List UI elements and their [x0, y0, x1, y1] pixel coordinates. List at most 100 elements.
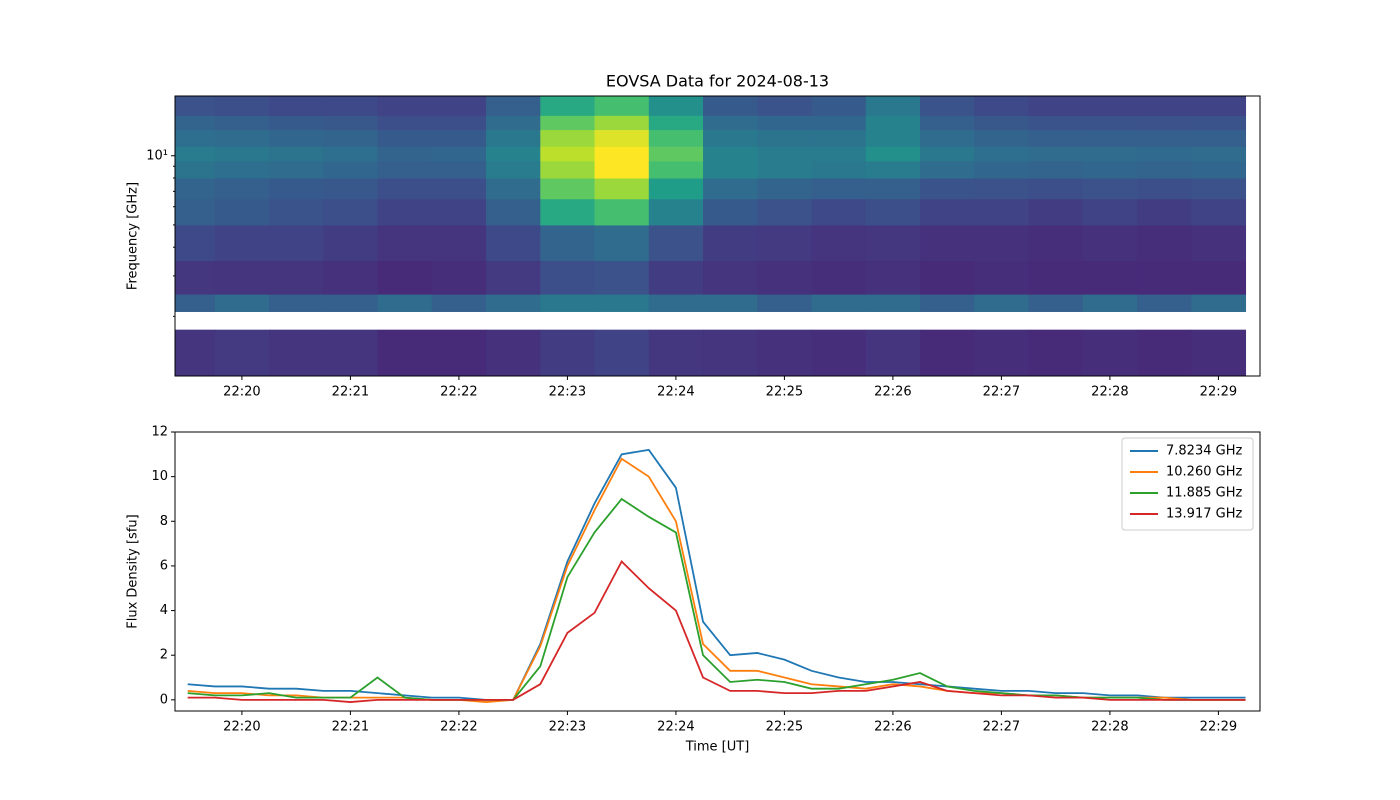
heatmap-cell	[1028, 198, 1084, 226]
heatmap-cell	[865, 96, 921, 116]
heatmap-cell	[269, 224, 324, 262]
heatmap-cell	[1082, 260, 1138, 295]
heatmap-cell	[214, 115, 270, 131]
heatmap-cell	[811, 146, 867, 162]
heatmap-cell	[269, 96, 324, 116]
heatmap-cell	[648, 129, 704, 147]
heatmap-cell	[974, 96, 1030, 116]
heatmap-cell	[214, 329, 270, 376]
heatmap-cell	[811, 129, 867, 147]
x-tick-label: 22:20	[223, 385, 260, 400]
heatmap-cell	[214, 224, 270, 262]
heatmap-cell	[431, 146, 487, 162]
axes-frame	[174, 95, 1261, 377]
heatmap-cell	[648, 115, 704, 131]
heatmap-cell	[1191, 115, 1247, 131]
heatmap-cell	[1137, 224, 1192, 262]
heatmap-cell	[1191, 329, 1247, 376]
heatmap-cell	[540, 260, 596, 295]
heatmap-cell	[540, 96, 596, 116]
heatmap-cell	[920, 260, 975, 295]
heatmap-cell	[175, 198, 216, 226]
heatmap-cell	[214, 294, 270, 312]
y-tick-label: 10¹	[146, 148, 168, 163]
heatmap-cell	[594, 115, 650, 131]
heatmap-cell	[974, 129, 1030, 147]
series-line	[187, 497, 1246, 701]
heatmap-cell	[974, 160, 1030, 179]
heatmap-cell	[865, 329, 921, 376]
heatmap-cell	[1028, 224, 1084, 262]
heatmap-cell	[757, 260, 813, 295]
heatmap-cell	[594, 160, 650, 179]
heatmap-cell	[1191, 224, 1247, 262]
heatmap-cell	[486, 146, 541, 162]
heatmap-cell	[540, 178, 596, 200]
heatmap-cell	[703, 96, 758, 116]
heatmap-cell	[757, 96, 813, 116]
heatmap-cell	[1191, 260, 1247, 295]
y-tick-label: 6	[160, 558, 168, 573]
heatmap-cell	[323, 294, 379, 312]
heatmap-cell	[757, 160, 813, 179]
heatmap-cell	[214, 178, 270, 200]
heatmap-cell	[175, 96, 216, 116]
heatmap-cell	[486, 160, 541, 179]
heatmap-cell	[703, 294, 758, 312]
heatmap-cell	[1191, 198, 1247, 226]
heatmap-cell	[431, 260, 487, 295]
heatmap-cell	[431, 129, 487, 147]
heatmap-cell	[920, 146, 975, 162]
heatmap-cell	[811, 294, 867, 312]
heatmap-cell	[486, 260, 541, 295]
heatmap-cell	[703, 129, 758, 147]
x-tick-label: 22:23	[549, 385, 586, 400]
heatmap-cell	[1028, 329, 1084, 376]
heatmap-cell	[175, 329, 216, 376]
heatmap-cell	[594, 198, 650, 226]
heatmap-cell	[703, 260, 758, 295]
heatmap-cell	[269, 160, 324, 179]
heatmap-cell	[1082, 178, 1138, 200]
x-tick-label: 22:21	[332, 720, 369, 735]
heatmap-cell	[865, 146, 921, 162]
heatmap-cell	[594, 146, 650, 162]
heatmap-cell	[1082, 160, 1138, 179]
heatmap-cell	[1028, 96, 1084, 116]
heatmap-cell	[1137, 260, 1192, 295]
series-line	[187, 457, 1246, 703]
x-tick-label: 22:22	[440, 720, 477, 735]
heatmap-cell	[1191, 129, 1247, 147]
y-tick-label: 0	[160, 692, 168, 707]
y-tick-label: 2	[160, 648, 168, 663]
heatmap-cell	[1137, 198, 1192, 226]
heatmap-cell	[974, 115, 1030, 131]
y-axis-label: Flux Density [sfu]	[126, 514, 141, 628]
heatmap-cell	[703, 115, 758, 131]
legend-label: 10.260 GHz	[1166, 465, 1242, 480]
heatmap-cell	[920, 129, 975, 147]
heatmap-cell	[757, 178, 813, 200]
y-tick-label: 10	[151, 469, 168, 484]
heatmap-cell	[974, 294, 1030, 312]
heatmap-cell	[865, 160, 921, 179]
heatmap-cell	[1191, 294, 1247, 312]
heatmap-cell	[323, 146, 379, 162]
heatmap-cell	[811, 329, 867, 376]
heatmap-cell	[1028, 294, 1084, 312]
x-tick-label: 22:26	[874, 385, 911, 400]
heatmap-cell	[594, 329, 650, 376]
heatmap-cell	[214, 260, 270, 295]
series-line	[187, 559, 1246, 703]
heatmap-cell	[214, 160, 270, 179]
heatmap-cell	[431, 96, 487, 116]
heatmap-cell	[648, 146, 704, 162]
heatmap-cell	[865, 294, 921, 312]
heatmap-cell	[486, 329, 541, 376]
heatmap-cell	[920, 198, 975, 226]
heatmap-cell	[1082, 294, 1138, 312]
heatmap-cell	[648, 160, 704, 179]
heatmap-cell	[920, 115, 975, 131]
heatmap-cell	[811, 260, 867, 295]
